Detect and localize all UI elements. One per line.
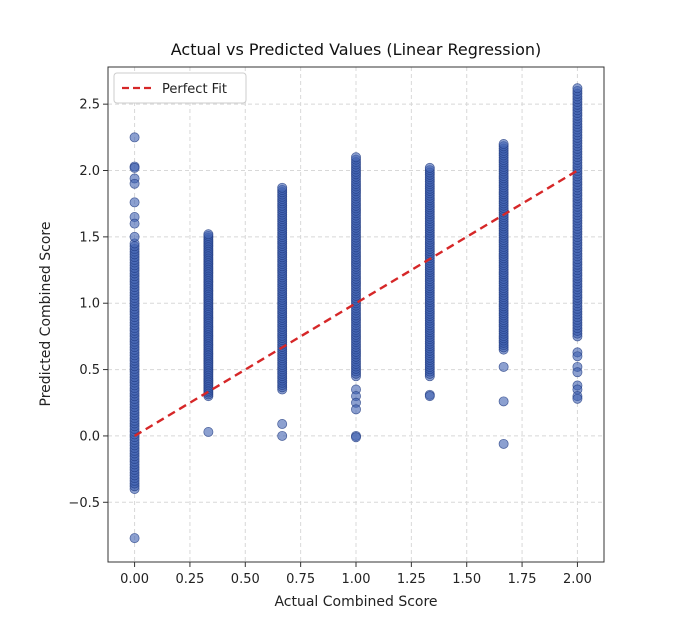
data-point — [498, 139, 509, 149]
data-point — [424, 162, 435, 173]
y-axis-label: Predicted Combined Score — [38, 222, 54, 407]
data-point — [572, 367, 583, 378]
data-point — [129, 218, 140, 229]
legend-box — [113, 72, 247, 104]
y-tick-label: −0.5 — [68, 496, 100, 511]
x-axis-label: Actual Combined Score — [274, 594, 437, 610]
data-point — [572, 393, 583, 404]
x-tick-label: 0.75 — [286, 572, 315, 587]
chart-title: Actual vs Predicted Values (Linear Regre… — [171, 40, 541, 59]
x-tick-label: 1.25 — [397, 572, 426, 587]
data-point — [129, 231, 140, 242]
y-tick-label: 1.5 — [79, 230, 100, 245]
data-point — [351, 404, 361, 415]
x-axis-ticks: 0.00 0.25 0.50 0.75 1.00 1.25 1.50 1.75 2.00 — [120, 562, 592, 587]
data-point — [129, 178, 140, 189]
data-point — [129, 197, 140, 208]
data-point — [572, 83, 583, 94]
data-point — [129, 132, 140, 143]
data-point — [129, 162, 140, 173]
y-tick-label: 2.0 — [79, 164, 100, 179]
data-point — [129, 533, 140, 544]
legend: Perfect Fit — [113, 72, 247, 104]
fit-line-layer — [133, 169, 579, 437]
y-tick-label: 1.0 — [79, 297, 100, 312]
y-axis-ticks: −0.5 0.0 0.5 1.0 1.5 2.0 2.5 — [68, 98, 108, 511]
data-point — [572, 351, 583, 362]
y-tick-label: 2.5 — [79, 98, 100, 113]
data-point — [277, 430, 288, 441]
x-tick-label: 2.00 — [563, 572, 592, 587]
data-point — [277, 182, 288, 193]
data-point — [498, 361, 509, 372]
points-layer — [129, 83, 583, 544]
x-tick-label: 1.50 — [452, 572, 481, 587]
x-tick-label: 1.00 — [342, 572, 371, 587]
x-tick-label: 0.50 — [231, 572, 260, 587]
x-tick-label: 0.00 — [120, 572, 149, 587]
x-tick-label: 1.75 — [508, 572, 537, 587]
data-point — [351, 152, 361, 163]
data-point — [203, 426, 214, 437]
data-point — [498, 438, 509, 449]
legend-entry-perfect-fit: Perfect Fit — [162, 82, 227, 97]
data-point — [498, 396, 509, 407]
data-point — [424, 391, 435, 402]
x-tick-label: 0.25 — [175, 572, 204, 587]
y-tick-label: 0.0 — [79, 429, 100, 444]
perfect-fit-line — [133, 169, 579, 437]
data-point — [277, 419, 288, 429]
data-point — [203, 229, 214, 240]
data-point — [351, 432, 361, 443]
y-tick-label: 0.5 — [79, 363, 100, 378]
